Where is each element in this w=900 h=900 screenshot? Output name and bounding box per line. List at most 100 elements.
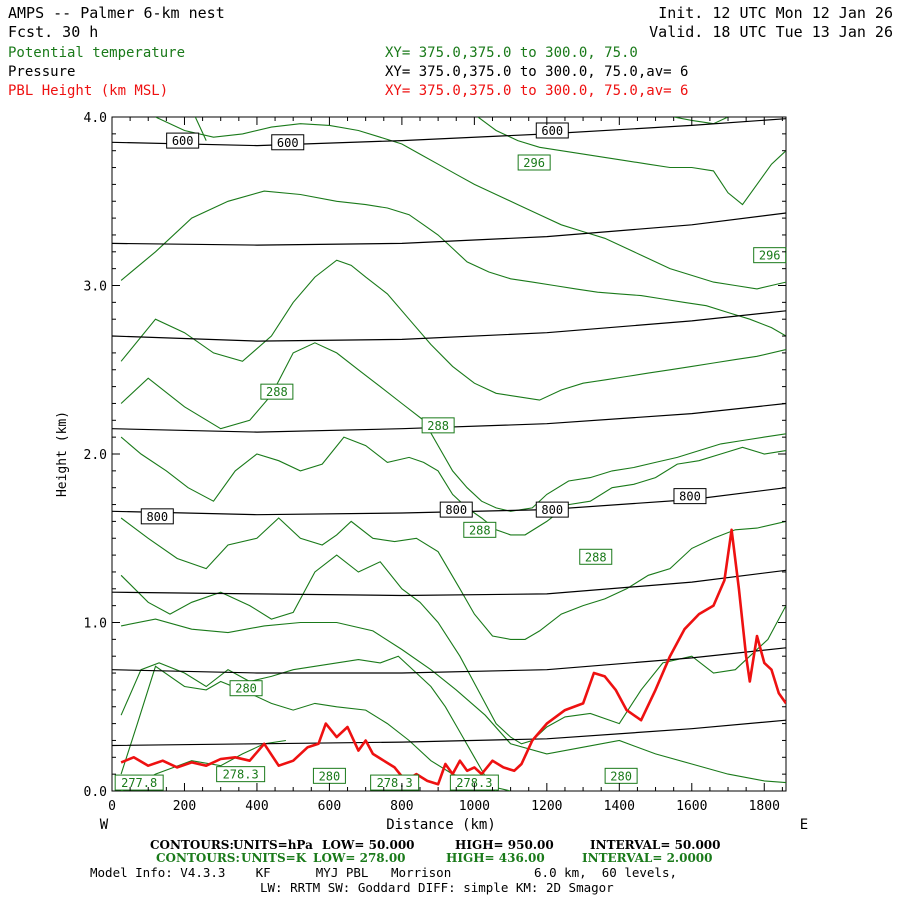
theta-contour-label-box (114, 774, 164, 791)
pressure-contour-label: 600 (172, 134, 194, 148)
pressure-contour-label-box (439, 501, 473, 518)
footer-t-interval: INTERVAL= 2.0000 (582, 851, 713, 865)
plot-frame (111, 116, 787, 792)
footer-t-low: LOW= 278.00 (313, 851, 406, 865)
theta-contour-label: 288 (427, 419, 449, 433)
x-tick-label: 1000 (459, 799, 490, 814)
footer-t-label: CONTOURS: (156, 851, 240, 865)
x-tick-label: 1800 (749, 799, 780, 814)
contour-label-layer: 296 296 288 288 288 288 280 280 280 277.8 278.3 278… (114, 122, 787, 791)
theta-contour-label: 288 (585, 550, 607, 564)
footer-t-high: HIGH= 436.00 (446, 851, 545, 865)
x-axis-left-end-label: W (100, 817, 109, 833)
legend-theta-name: Potential temperature (8, 45, 185, 61)
legend-pbl-name: PBL Height (km MSL) (8, 83, 168, 99)
theta-isentrope (120, 554, 786, 745)
theta-contour-label-box (260, 383, 294, 400)
pressure-isobar-950 (112, 719, 786, 747)
footer-model-info-2: LW: RRTM SW: Goddard DIFF: simple KM: 2D… (260, 880, 614, 895)
theta-contour-label: 296 (523, 156, 545, 170)
x-tick-label: 1600 (676, 799, 707, 814)
theta-contour-label-box (229, 680, 263, 697)
pressure-contour-label: 600 (541, 124, 563, 138)
pressure-contour-label-box (166, 132, 200, 149)
theta-contour-label: 280 (319, 769, 341, 783)
theta-contour-label: 280 (235, 682, 257, 696)
pressure-contour-label-box (140, 508, 174, 525)
footer-model-info-1: Model Info: V4.3.3 KF MYJ PBL Morrison 6… (90, 865, 677, 880)
x-axis-right-end-label: E (800, 817, 808, 833)
pressure-contour-label: 800 (445, 503, 467, 517)
theta-contour-label-box (370, 774, 420, 791)
footer-p-interval: INTERVAL= 50.000 (590, 838, 721, 852)
theta-isentrope (477, 117, 786, 206)
pressure-layer (112, 118, 786, 747)
pressure-contour-label-box (673, 488, 707, 505)
footer-contours-pressure: CONTOURS: UNITS=hPa LOW= 50.000 HIGH= 95… (150, 838, 721, 852)
theta-contour-label: 296 (759, 249, 781, 263)
theta-contour-label: 280 (610, 769, 632, 783)
legend-pressure-name: Pressure (8, 64, 75, 80)
header-init: Init. 12 UTC Mon 12 Jan 26 (658, 4, 893, 22)
theta-layer (120, 117, 786, 791)
pressure-contour-label-box (535, 122, 569, 139)
theta-contour-label: 277.8 (121, 776, 157, 790)
pressure-contour-label: 800 (146, 510, 168, 524)
header-valid: Valid. 18 UTC Tue 13 Jan 26 (649, 23, 893, 41)
pressure-isobar-650 (112, 212, 786, 246)
theta-contour-label-box (421, 417, 455, 434)
theta-contour-label: 288 (469, 523, 491, 537)
pressure-contour-label: 800 (541, 503, 563, 517)
header-forecast: Fcst. 30 h (8, 23, 98, 41)
pressure-isobar-750 (112, 402, 786, 433)
x-tick-label: 600 (318, 799, 341, 814)
theta-isentrope (120, 436, 786, 536)
footer-t-units: UNITS=K (241, 851, 307, 865)
x-tick-label: 1200 (531, 799, 562, 814)
theta-isentrope (120, 517, 786, 640)
footer-contours-theta: CONTOURS: UNITS=K LOW= 278.00 HIGH= 436.… (156, 851, 713, 865)
y-axis-title: Height (km) (55, 411, 70, 497)
y-tick-label: 2.0 (84, 448, 107, 463)
pressure-isobar-800 (112, 487, 786, 516)
pressure-isobar-600 (112, 118, 786, 147)
pressure-isobar-850 (112, 569, 786, 597)
x-tick-label: 1400 (604, 799, 635, 814)
x-axis-title: Distance (km) (386, 817, 496, 833)
footer-p-label: CONTOURS: (150, 838, 234, 852)
legend-theta-xy: XY= 375.0,375.0 to 300.0, 75.0 (385, 45, 638, 61)
x-tick-label: 400 (245, 799, 268, 814)
theta-isentrope (155, 117, 786, 290)
theta-contour-label: 278.3 (377, 776, 413, 790)
theta-contour-label-box (463, 521, 497, 538)
footer-p-low: LOW= 50.000 (322, 838, 415, 852)
theta-isentrope (673, 117, 729, 125)
pressure-contour-label: 600 (277, 136, 299, 150)
y-tick-label: 3.0 (84, 280, 107, 295)
pressure-contour-label-box (271, 134, 305, 151)
pressure-contour-label-box (535, 501, 569, 518)
pressure-contour-label: 800 (679, 490, 701, 504)
tick-layer: 0 200 400 600 800 1000 1200 1400 1600 1800 0.0 1.0 2… (84, 111, 786, 814)
y-tick-label: 0.0 (84, 785, 107, 800)
footer-p-high: HIGH= 950.00 (455, 838, 554, 852)
legend-pbl-xy: XY= 375.0,375.0 to 300.0, 75.0,av= 6 (385, 83, 688, 99)
legend-pressure-xy: XY= 375.0,375.0 to 300.0, 75.0,av= 6 (385, 64, 688, 80)
theta-isentrope (120, 618, 786, 784)
theta-isentrope (120, 259, 786, 401)
header-title: AMPS -- Palmer 6-km nest (8, 4, 225, 22)
theta-contour-label-box (216, 766, 266, 783)
pbl-height-line (120, 528, 786, 786)
theta-isentrope (120, 190, 786, 337)
theta-contour-label-box (604, 767, 638, 784)
pressure-isobar-700 (112, 310, 786, 342)
x-tick-label: 200 (173, 799, 196, 814)
y-tick-label: 1.0 (84, 617, 107, 632)
theta-contour-label-box (517, 154, 551, 171)
pressure-isobar-900 (112, 647, 786, 674)
theta-contour-label: 278.3 (223, 768, 259, 782)
theta-contour-label-box (753, 247, 787, 264)
plot-area: 296 296 288 288 288 288 280 280 280 277.8 278.3 278… (84, 111, 787, 814)
theta-isentrope (120, 655, 497, 791)
